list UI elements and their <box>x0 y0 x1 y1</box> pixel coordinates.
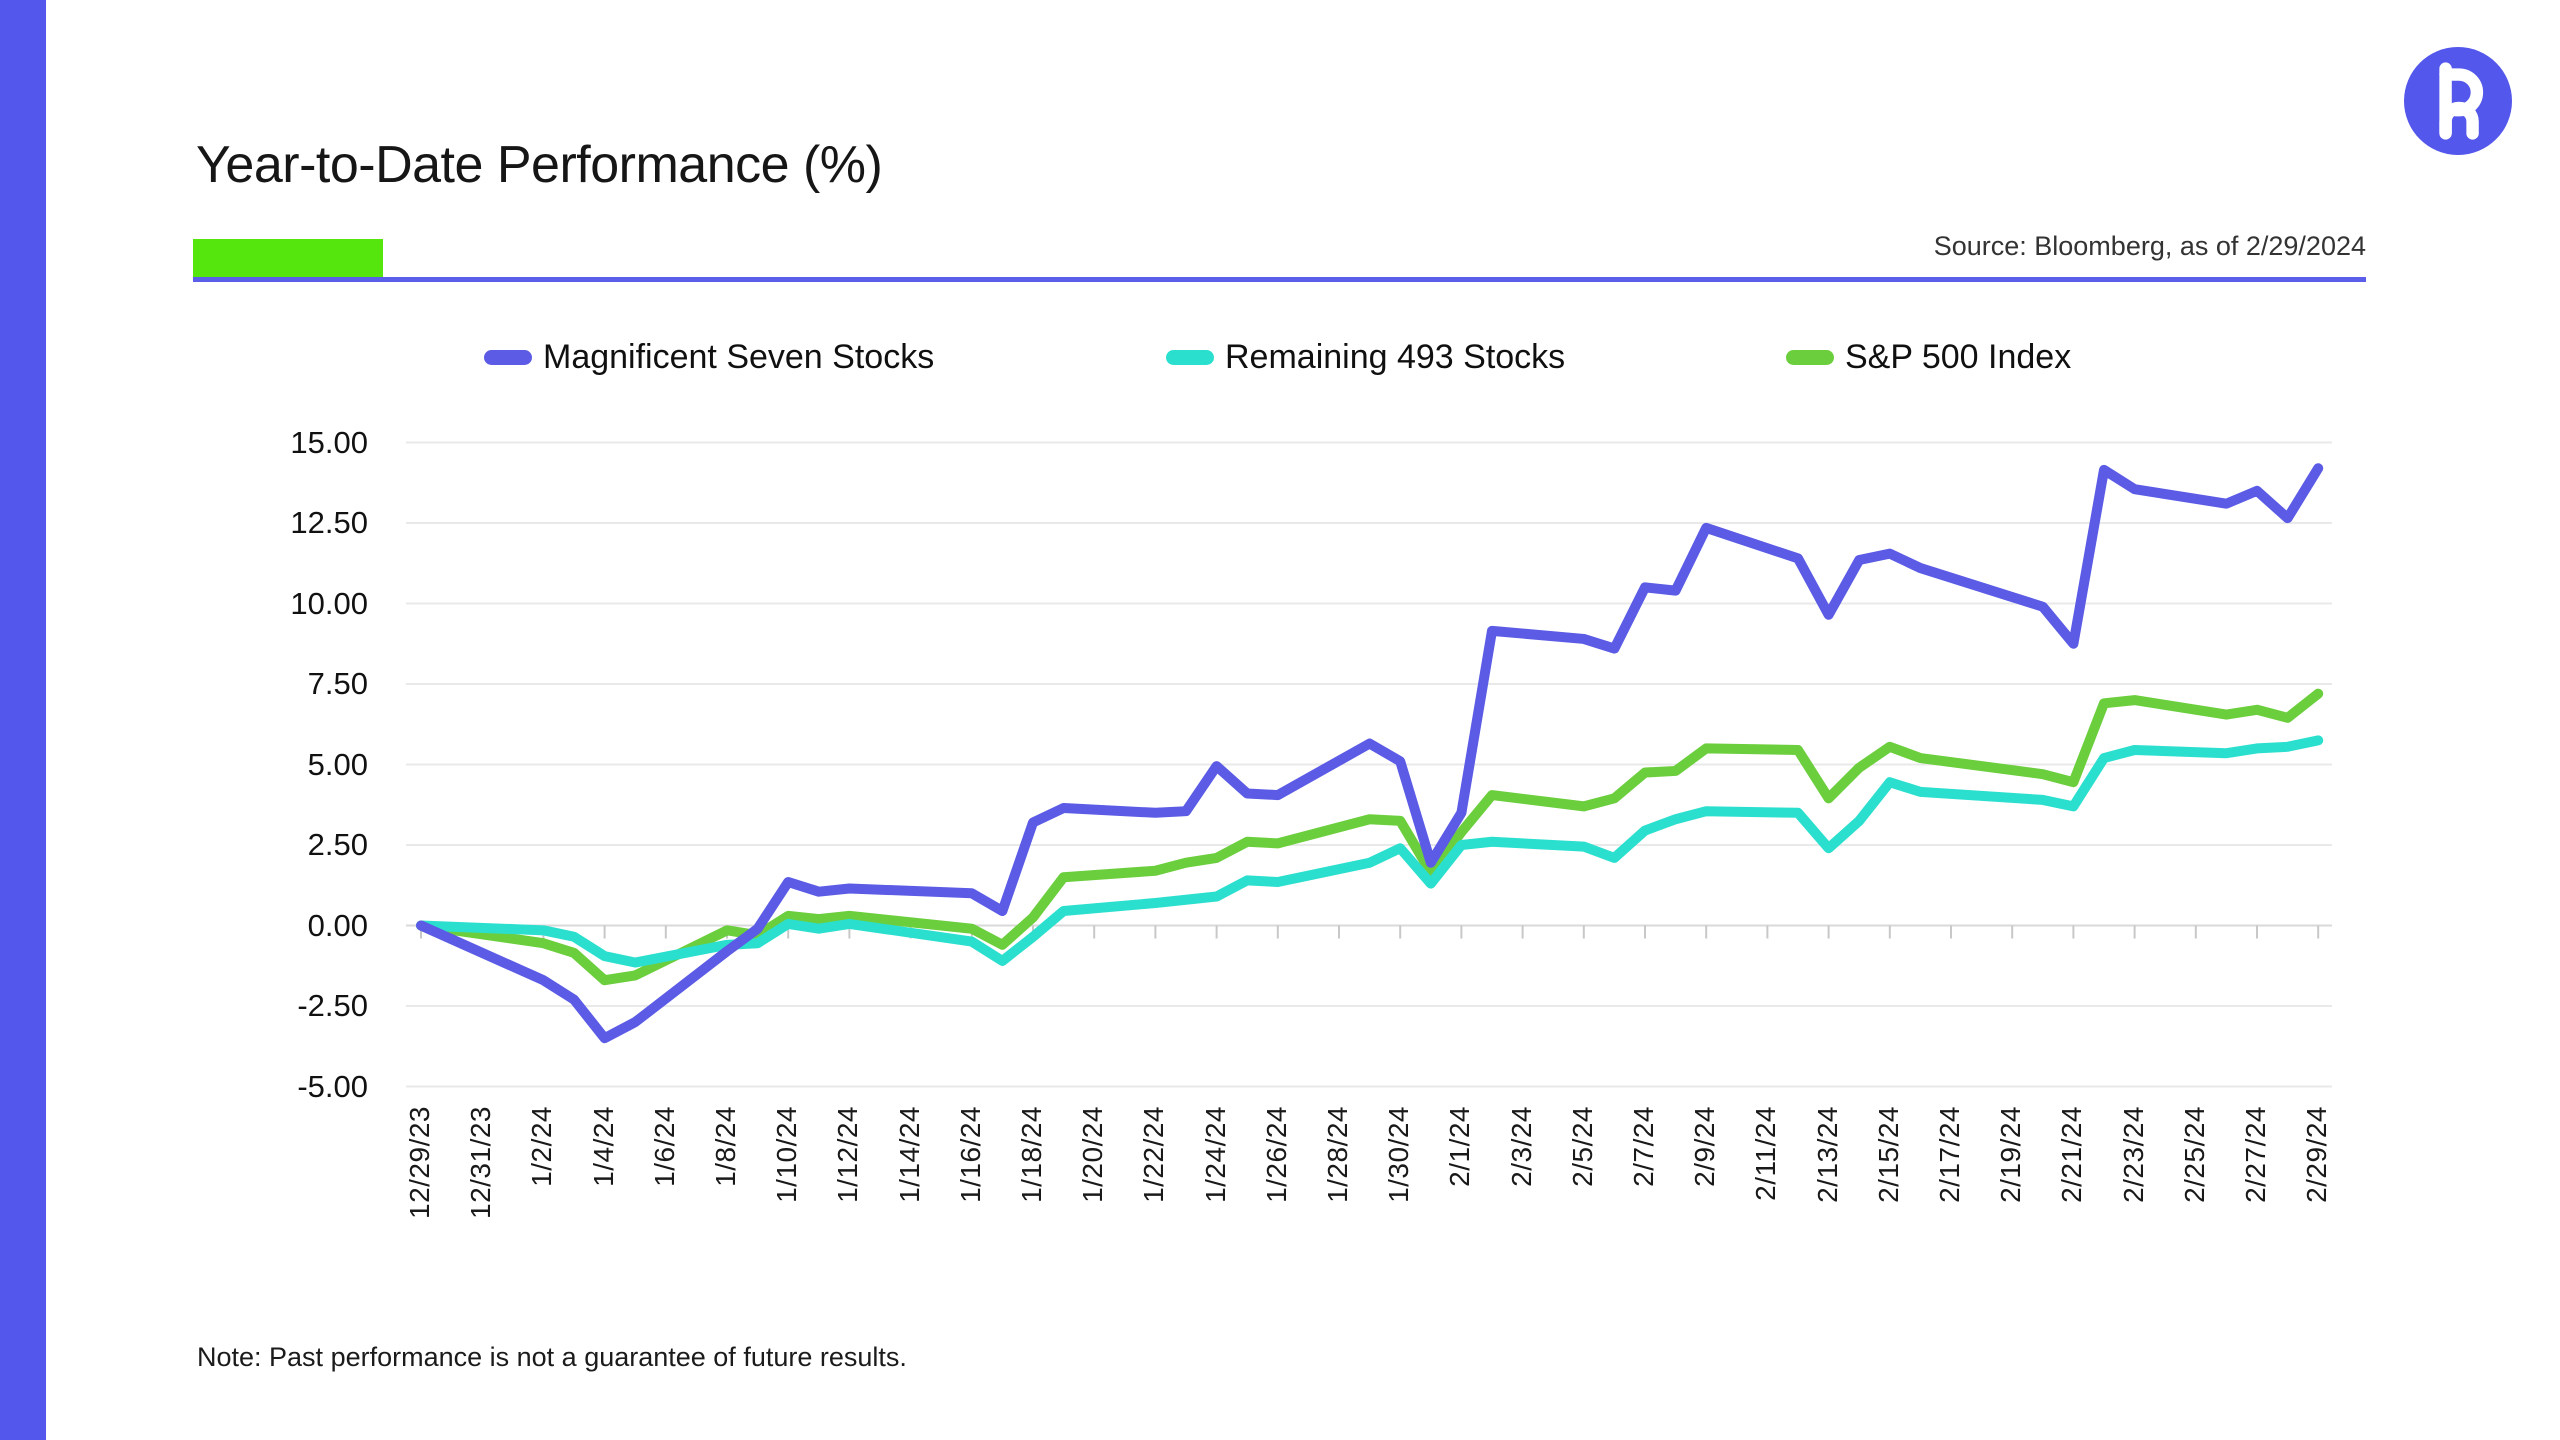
left-accent-bar <box>0 0 46 1440</box>
page-title: Year-to-Date Performance (%) <box>196 135 883 194</box>
y-axis-tick-label: 12.50 <box>290 505 368 540</box>
legend-item: Remaining 493 Stocks <box>1166 336 1565 378</box>
x-axis-tick-label: 2/5/24 <box>1566 1106 1598 1187</box>
legend-item: Magnificent Seven Stocks <box>484 336 934 378</box>
x-axis-tick-label: 1/22/24 <box>1138 1106 1170 1203</box>
legend-label: Magnificent Seven Stocks <box>543 337 935 376</box>
x-axis-tick-label: 1/28/24 <box>1322 1106 1353 1203</box>
x-axis-tick-label: 1/24/24 <box>1199 1106 1231 1203</box>
y-axis-tick-label: 15.00 <box>290 424 368 460</box>
legend-label: Remaining 493 Stocks <box>1225 337 1566 376</box>
x-axis-tick-label: 1/16/24 <box>954 1106 986 1203</box>
footnote: Note: Past performance is not a guarante… <box>197 1342 907 1372</box>
x-axis-tick-label: 2/13/24 <box>1811 1106 1843 1203</box>
x-axis-tick-label: 2/3/24 <box>1505 1106 1537 1187</box>
x-axis-tick-label: 1/8/24 <box>710 1106 741 1187</box>
x-axis-tick-label: 1/14/24 <box>893 1106 925 1203</box>
y-axis-tick-label: 2.50 <box>307 827 368 862</box>
x-axis-tick-label: 1/2/24 <box>526 1106 558 1187</box>
y-axis-tick-label: 5.00 <box>307 746 368 782</box>
x-axis-tick-label: 2/17/24 <box>1934 1106 1965 1203</box>
legend-swatch-icon <box>484 349 532 365</box>
x-axis-tick-label: 1/10/24 <box>771 1106 803 1203</box>
series-line-s-p-500-index <box>416 688 2324 986</box>
legend-swatch-icon <box>1786 349 1834 365</box>
source-attribution: Source: Bloomberg, as of 2/29/2024 <box>1933 231 2366 261</box>
x-axis-tick-label: 1/30/24 <box>1383 1106 1415 1203</box>
brand-monogram-R-icon <box>2404 47 2512 155</box>
header-divider-line <box>193 277 2366 282</box>
x-axis-tick-label: 1/18/24 <box>1016 1106 1047 1203</box>
y-axis-tick-label: -5.00 <box>297 1068 368 1104</box>
x-axis-tick-label: 2/19/24 <box>1995 1106 2027 1203</box>
green-accent-bar <box>193 239 383 277</box>
y-axis-tick-label: 7.50 <box>307 666 368 701</box>
legend-item: S&P 500 Index <box>1786 336 2071 378</box>
x-axis-tick-label: 2/7/24 <box>1628 1106 1659 1187</box>
x-axis-tick-label: 12/29/23 <box>404 1106 435 1219</box>
x-axis-tick-label: 1/12/24 <box>832 1106 864 1203</box>
x-axis-tick-label: 2/15/24 <box>1872 1106 1904 1203</box>
series-line-remaining-493-stocks <box>416 735 2324 968</box>
x-axis-tick-label: 2/29/24 <box>2301 1106 2333 1203</box>
x-axis-tick-label: 2/9/24 <box>1689 1106 1721 1187</box>
x-axis-tick-label: 2/1/24 <box>1444 1106 1476 1187</box>
brand-logo <box>2404 47 2512 155</box>
x-axis-tick-label: 2/25/24 <box>2178 1106 2210 1203</box>
x-axis-tick-label: 1/20/24 <box>1077 1106 1109 1203</box>
x-axis-tick-label: 1/26/24 <box>1260 1106 1292 1203</box>
x-axis-tick-label: 2/27/24 <box>2240 1106 2271 1203</box>
y-axis-tick-label: 0.00 <box>307 907 368 943</box>
x-axis-tick-label: 2/11/24 <box>1750 1106 1782 1201</box>
legend-label: S&P 500 Index <box>1845 337 2072 376</box>
x-axis-tick-label: 1/6/24 <box>648 1106 680 1187</box>
y-axis-tick-label: 10.00 <box>290 585 368 621</box>
y-axis-tick-label: -2.50 <box>297 988 368 1023</box>
series-line-magnificent-seven-stocks <box>416 463 2324 1044</box>
x-axis-tick-label: 12/31/23 <box>465 1106 497 1219</box>
x-axis-tick-label: 2/23/24 <box>2117 1106 2149 1203</box>
x-axis-tick-label: 2/21/24 <box>2056 1106 2088 1203</box>
legend-swatch-icon <box>1166 349 1214 365</box>
x-axis-tick-label: 1/4/24 <box>587 1106 619 1187</box>
